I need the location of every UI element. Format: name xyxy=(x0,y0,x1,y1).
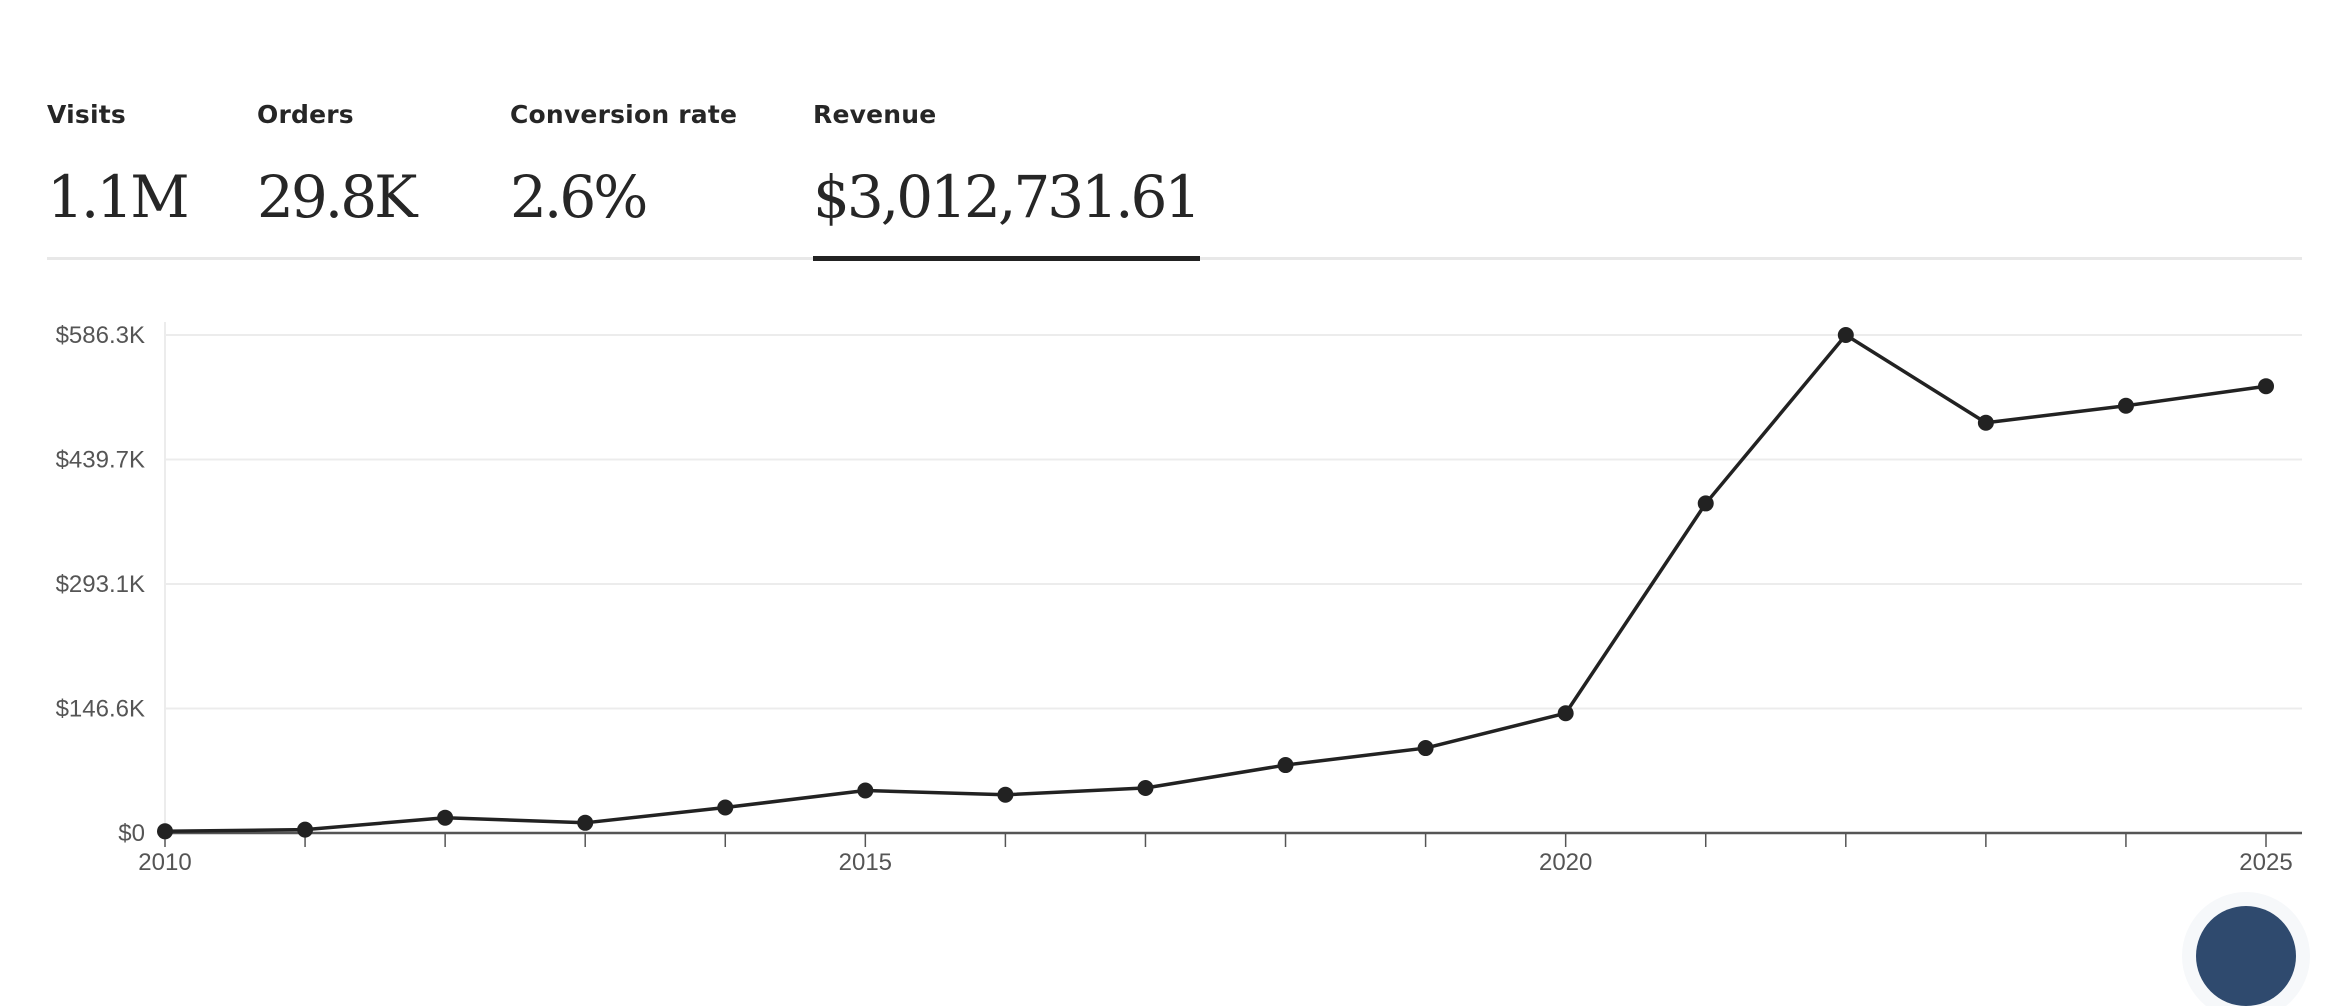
data-point xyxy=(1977,414,1994,431)
metric-tab-revenue[interactable]: Revenue $3,012,731.61 xyxy=(813,100,1201,231)
x-tick-label: 2010 xyxy=(138,849,191,876)
data-point xyxy=(437,809,454,826)
data-point xyxy=(1697,495,1714,512)
data-point xyxy=(1137,779,1154,796)
revenue-line xyxy=(164,333,2267,834)
data-point xyxy=(997,786,1014,803)
metric-value: $3,012,731.61 xyxy=(813,163,1201,231)
metric-tab-visits[interactable]: Visits 1.1M xyxy=(47,100,190,231)
x-tick-label: 2025 xyxy=(2239,849,2292,876)
y-tick-label: $146.6K xyxy=(56,695,145,722)
y-tick-label: $293.1K xyxy=(56,571,145,598)
data-point xyxy=(2117,397,2134,414)
data-point xyxy=(297,821,314,838)
data-point xyxy=(1837,327,1854,343)
metric-value: 1.1M xyxy=(47,163,190,231)
metric-label: Visits xyxy=(47,100,126,129)
y-tick-label: $586.3K xyxy=(56,322,145,349)
metric-value: 2.6% xyxy=(510,163,648,231)
metric-tabs: Visits 1.1M Orders 29.8K Conversion rate… xyxy=(47,100,2302,260)
data-point xyxy=(1417,740,1434,757)
data-point xyxy=(1277,757,1294,774)
data-point xyxy=(157,823,173,840)
metric-label: Conversion rate xyxy=(510,100,738,129)
revenue-line-chart: $0 $146.6K $293.1K $439.7K $586.3K 2010 2015 20… xyxy=(56,322,2302,876)
x-tick-label: 2020 xyxy=(1539,849,1592,876)
y-tick-label: $0 xyxy=(118,820,145,847)
data-point xyxy=(857,782,874,799)
floating-action-button[interactable] xyxy=(2196,906,2296,1006)
metric-label: Revenue xyxy=(813,100,937,129)
active-tab-indicator xyxy=(813,256,1200,261)
metric-value: 29.8K xyxy=(257,163,417,231)
y-tick-label: $439.7K xyxy=(56,447,145,474)
metric-label: Orders xyxy=(257,100,354,129)
metric-tab-conversion-rate[interactable]: Conversion rate 2.6% xyxy=(510,100,737,231)
data-point xyxy=(2258,378,2274,395)
metric-tab-orders[interactable]: Orders 29.8K xyxy=(257,100,417,231)
x-tick-label: 2015 xyxy=(839,849,892,876)
data-point xyxy=(717,799,734,816)
data-point xyxy=(577,814,594,831)
data-point xyxy=(1557,705,1574,722)
